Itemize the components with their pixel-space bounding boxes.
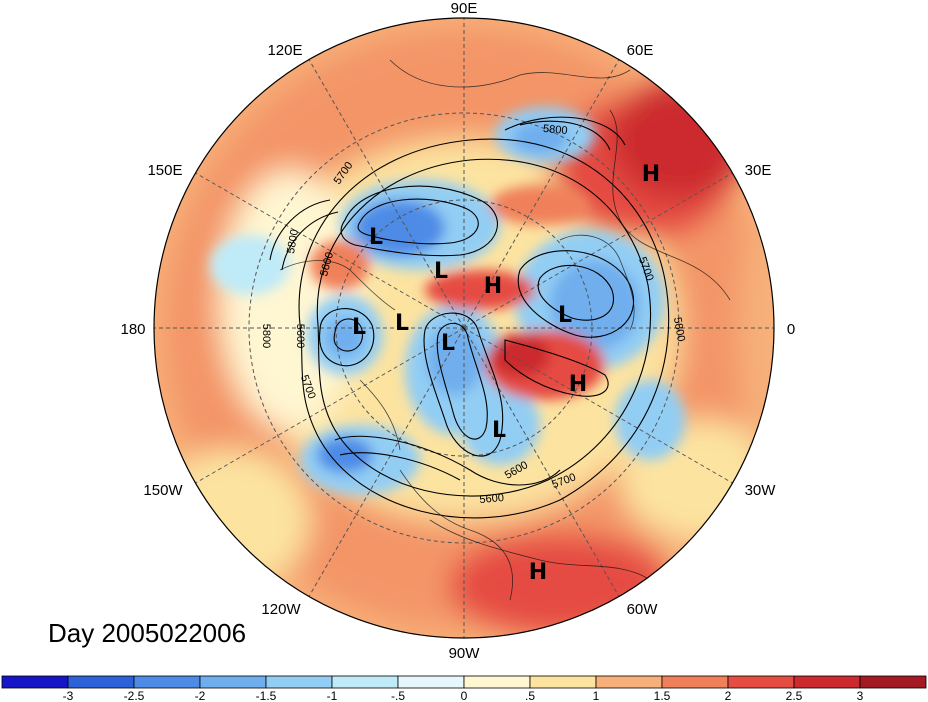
meridian-line (463, 59, 620, 329)
colorbar-tick-label: -.5 (391, 689, 405, 702)
high-center: H (642, 162, 660, 187)
height-contours (269, 116, 670, 519)
low-center: L (369, 225, 383, 250)
lon-label-180: 180 (120, 321, 145, 338)
lon-label-30e: 30E (745, 162, 772, 179)
colorbar-tick-label: 2.5 (786, 689, 803, 702)
colorbar-tick-label: 1.5 (654, 689, 671, 702)
colorbar-swatch (859, 675, 927, 689)
meridian-line (195, 172, 465, 329)
colorbar-tick-label: -2.5 (124, 689, 145, 702)
colorbar-tick-label: -1.5 (256, 689, 277, 702)
coastlines (279, 59, 731, 601)
meridian-line (463, 327, 733, 484)
colorbar-swatch (727, 675, 795, 689)
colorbar-tick-label: .5 (525, 689, 535, 702)
lon-label-0: 0 (787, 321, 795, 338)
meridian-line (195, 327, 465, 484)
meridian-line (308, 327, 465, 597)
meridian-line (308, 59, 465, 329)
pressure-centers: H L L H L L L L H L H (352, 162, 660, 585)
high-center: H (529, 560, 547, 585)
lon-label-150e: 150E (147, 162, 182, 179)
colorbar-swatch (133, 675, 201, 689)
colorbar-swatch (661, 675, 729, 689)
contour-label: 5600 (294, 324, 306, 348)
longitude-labels: 90E 60E 30E 0 30W 60W 90W 120W 150W 180 … (120, 0, 795, 662)
lon-label-30w: 30W (745, 482, 777, 499)
colorbar-swatch (463, 675, 531, 689)
lon-label-60e: 60E (627, 42, 654, 59)
contour-label: 5800 (543, 123, 568, 137)
colorbar-swatch (67, 675, 135, 689)
colorbar-swatch (1, 675, 69, 689)
low-center: L (395, 311, 409, 336)
colorbar-swatch (529, 675, 597, 689)
colorbar-swatch (595, 675, 663, 689)
high-center: H (569, 372, 587, 397)
contour-label: 5800 (260, 324, 272, 348)
lon-label-90e: 90E (451, 0, 478, 17)
colorbar-swatch (397, 675, 465, 689)
lon-label-60w: 60W (627, 601, 659, 618)
colorbar-tick-label: 3 (857, 689, 864, 702)
lon-label-120e: 120E (267, 42, 302, 59)
colorbar-tick-label: 0 (461, 689, 468, 702)
contour-label: 5800 (285, 228, 301, 254)
colorbar-tick-label: 2 (725, 689, 732, 702)
colorbar-tick-label: -3 (63, 689, 74, 702)
low-center: L (492, 418, 506, 443)
anomaly-field (154, 18, 774, 638)
low-center: L (434, 259, 448, 284)
lon-label-150w: 150W (143, 482, 183, 499)
high-center: H (484, 274, 502, 299)
lon-label-120w: 120W (261, 601, 301, 618)
colorbar-swatch (331, 675, 399, 689)
day-title: Day 2005022006 (48, 618, 247, 648)
colorbar-tick-label: -2 (195, 689, 206, 702)
colorbar-swatch (265, 675, 333, 689)
low-center: L (441, 331, 455, 356)
colorbar-tick-label: -1 (327, 689, 338, 702)
map-boundary (153, 17, 775, 639)
colorbar: -3 -2.5 -2 -1.5 -1 -.5 0 .5 1 1.5 2 2.5 3 (1, 675, 927, 702)
colorbar-swatch (199, 675, 267, 689)
colorbar-tick-label: 1 (593, 689, 600, 702)
contour-label: 5600 (479, 492, 504, 506)
lon-label-90w: 90W (449, 645, 481, 662)
colorbar-swatch (793, 675, 861, 689)
contour-label: 5800 (671, 316, 687, 342)
meridian-line (463, 327, 620, 597)
low-center: L (352, 315, 366, 340)
low-center: L (558, 303, 572, 328)
meridian-line (463, 172, 733, 329)
